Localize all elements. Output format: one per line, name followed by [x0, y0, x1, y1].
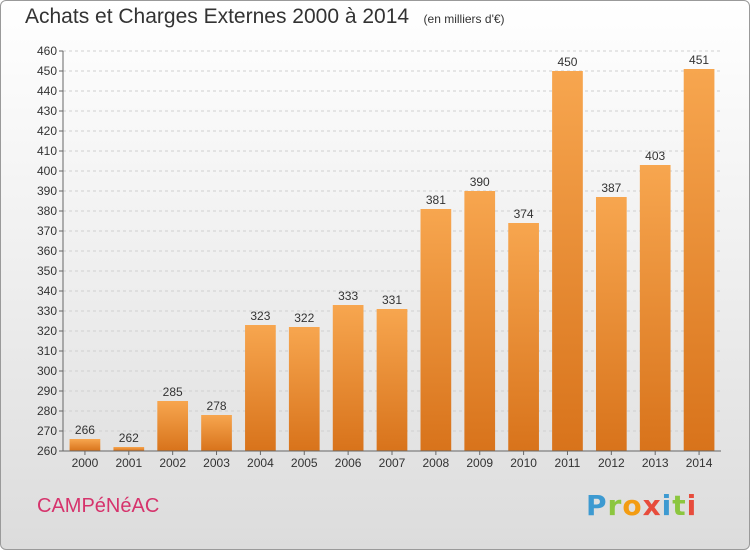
bar — [595, 197, 627, 451]
label-layer: 266 262 285 278 323 322 333 331 381 390 374 450 387 4… — [75, 53, 709, 445]
y-tick-label: 430 — [37, 104, 57, 118]
axis-layer: 260 270 280 290 300 310 320 330 340 350 360 370 380 3… — [37, 44, 721, 470]
chart-subtitle: (en milliers d'€) — [423, 12, 505, 26]
bar-value-label: 381 — [426, 193, 446, 207]
proxiti-logo[interactable]: Proxiti — [586, 489, 697, 522]
x-tick-label: 2008 — [423, 456, 450, 470]
bar-layer — [69, 69, 715, 451]
logo-letter: r — [607, 489, 623, 522]
y-tick-label: 280 — [37, 404, 57, 418]
x-tick-label: 2010 — [510, 456, 537, 470]
bar-value-label: 285 — [163, 385, 183, 399]
bar — [201, 415, 232, 451]
x-tick-label: 2012 — [598, 456, 625, 470]
y-tick-label: 420 — [37, 124, 57, 138]
bar-value-label: 450 — [557, 55, 577, 69]
y-tick-label: 330 — [37, 304, 57, 318]
bar-value-label: 322 — [294, 311, 314, 325]
bar — [639, 165, 671, 451]
bar — [420, 209, 452, 451]
bar — [552, 71, 583, 451]
title-row: Achats et Charges Externes 2000 à 2014 (… — [25, 5, 505, 29]
commune-name: CAMPéNéAC — [37, 495, 160, 517]
logo-letter: i — [686, 489, 698, 522]
y-tick-label: 270 — [37, 424, 57, 438]
bar-value-label: 266 — [75, 423, 95, 437]
y-tick-label: 340 — [37, 284, 57, 298]
bar — [464, 191, 496, 451]
logo-letter: o — [622, 489, 643, 522]
y-tick-label: 320 — [37, 324, 57, 338]
y-tick-label: 460 — [37, 44, 57, 58]
x-tick-label: 2003 — [203, 456, 230, 470]
x-tick-label: 2002 — [159, 456, 186, 470]
bar — [683, 69, 715, 451]
x-tick-label: 2009 — [466, 456, 493, 470]
bar — [113, 447, 145, 451]
logo-letter: x — [642, 489, 662, 522]
bar — [288, 327, 320, 451]
y-tick-label: 410 — [37, 144, 57, 158]
y-tick-label: 260 — [37, 444, 57, 458]
y-tick-label: 380 — [37, 204, 57, 218]
logo-letter: t — [672, 489, 687, 522]
y-tick-label: 350 — [37, 264, 57, 278]
bar-value-label: 387 — [601, 181, 621, 195]
y-tick-label: 310 — [37, 344, 57, 358]
logo-letter: i — [661, 489, 673, 522]
bar-value-label: 403 — [645, 149, 665, 163]
bar-value-label: 390 — [470, 175, 490, 189]
x-tick-label: 2005 — [291, 456, 318, 470]
x-tick-label: 2001 — [115, 456, 142, 470]
y-tick-label: 370 — [37, 224, 57, 238]
x-tick-label: 2013 — [642, 456, 669, 470]
x-tick-label: 2007 — [379, 456, 406, 470]
bar-value-label: 323 — [250, 309, 270, 323]
x-tick-label: 2000 — [72, 456, 99, 470]
bar — [245, 325, 276, 451]
logo-letter: P — [586, 489, 608, 522]
y-tick-label: 290 — [37, 384, 57, 398]
bar-value-label: 262 — [119, 431, 139, 445]
x-tick-label: 2004 — [247, 456, 274, 470]
x-tick-label: 2006 — [335, 456, 362, 470]
bar — [157, 401, 189, 451]
bar-value-label: 333 — [338, 289, 358, 303]
x-tick-label: 2014 — [686, 456, 713, 470]
y-tick-label: 400 — [37, 164, 57, 178]
y-tick-label: 450 — [37, 64, 57, 78]
chart-title: Achats et Charges Externes 2000 à 2014 — [25, 5, 410, 28]
x-tick-label: 2011 — [555, 456, 581, 470]
bar — [69, 439, 101, 451]
y-tick-label: 390 — [37, 184, 57, 198]
bar — [332, 305, 364, 451]
bar-value-label: 278 — [207, 399, 227, 413]
bar-value-label: 374 — [514, 207, 534, 221]
bar-value-label: 331 — [382, 293, 402, 307]
y-tick-label: 440 — [37, 84, 57, 98]
bar — [508, 223, 539, 451]
bar — [376, 309, 408, 451]
y-tick-label: 300 — [37, 364, 57, 378]
bar-value-label: 451 — [689, 53, 709, 67]
y-tick-label: 360 — [37, 244, 57, 258]
